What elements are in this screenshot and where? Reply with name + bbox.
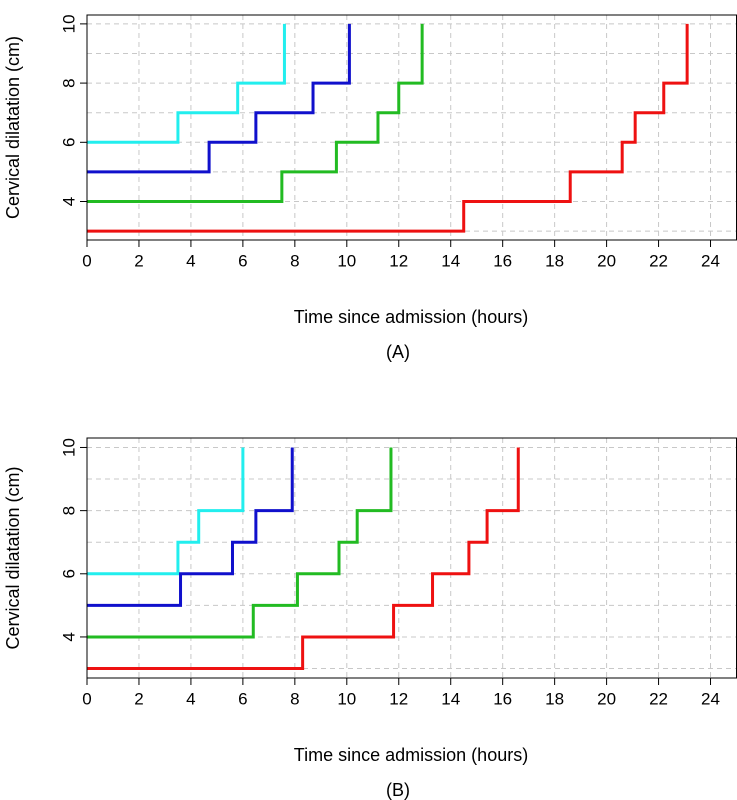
x-tick-label: 4 xyxy=(186,251,195,270)
x-tick-label: 18 xyxy=(545,689,564,708)
x-tick-label: 6 xyxy=(238,689,247,708)
x-tick-label: 14 xyxy=(441,689,460,708)
y-tick-label: 8 xyxy=(59,78,78,87)
y-axis-label: Cervical dilatation (cm) xyxy=(3,466,23,649)
x-tick-label: 12 xyxy=(389,251,408,270)
y-tick-label: 10 xyxy=(59,438,78,457)
x-tick-label: 10 xyxy=(337,689,356,708)
y-tick-label: 10 xyxy=(59,14,78,33)
x-tick-label: 20 xyxy=(597,689,616,708)
step-line xyxy=(87,23,424,204)
x-tick-label: 16 xyxy=(493,251,512,270)
step-line xyxy=(87,447,393,639)
panel-caption: (B) xyxy=(386,780,410,800)
x-axis-label: Time since admission (hours) xyxy=(294,745,528,765)
step-line xyxy=(87,23,351,174)
x-tick-label: 14 xyxy=(441,251,460,270)
x-tick-label: 24 xyxy=(701,251,720,270)
plot-frame xyxy=(86,14,737,241)
y-axis-label: Cervical dilatation (cm) xyxy=(3,36,23,219)
x-tick-label: 0 xyxy=(82,689,91,708)
step-line xyxy=(87,447,245,576)
x-tick-label: 8 xyxy=(290,251,299,270)
y-tick-label: 6 xyxy=(59,138,78,147)
y-tick-label: 8 xyxy=(59,506,78,515)
y-tick-label: 6 xyxy=(59,569,78,578)
x-tick-label: 18 xyxy=(545,251,564,270)
step-line xyxy=(87,447,294,607)
x-tick-label: 10 xyxy=(337,251,356,270)
x-tick-label: 2 xyxy=(134,689,143,708)
plot-frame xyxy=(86,437,737,679)
y-tick-label: 4 xyxy=(59,632,78,641)
x-tick-label: 22 xyxy=(649,251,668,270)
panel-caption: (A) xyxy=(386,342,410,362)
x-tick-label: 2 xyxy=(134,251,143,270)
x-tick-label: 6 xyxy=(238,251,247,270)
x-tick-label: 12 xyxy=(389,689,408,708)
x-tick-label: 4 xyxy=(186,689,195,708)
step-line xyxy=(87,23,689,233)
step-line xyxy=(87,447,520,671)
x-tick-label: 24 xyxy=(701,689,720,708)
x-tick-label: 20 xyxy=(597,251,616,270)
x-tick-label: 0 xyxy=(82,251,91,270)
step-line xyxy=(87,23,286,144)
x-tick-label: 22 xyxy=(649,689,668,708)
x-tick-label: 16 xyxy=(493,689,512,708)
x-axis-label: Time since admission (hours) xyxy=(294,307,528,327)
y-tick-label: 4 xyxy=(59,197,78,206)
x-tick-label: 8 xyxy=(290,689,299,708)
